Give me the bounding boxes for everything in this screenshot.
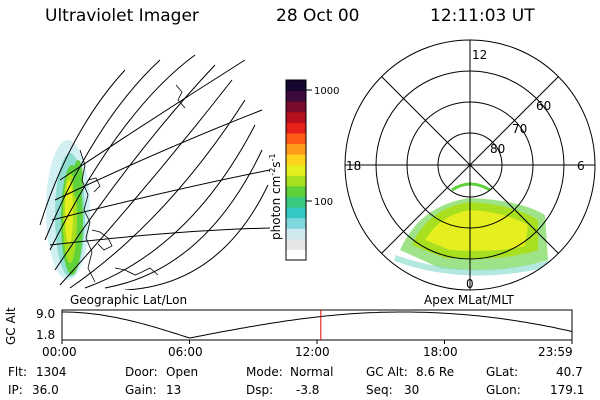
colorbar-band (286, 207, 306, 219)
altitude-ytick-low: 1.8 (36, 328, 56, 342)
flt-label: Flt: (8, 365, 27, 379)
mlt-label-0: 0 (466, 277, 474, 291)
gcalt-label: GC Alt: (366, 365, 408, 379)
colorbar-band (286, 122, 306, 134)
glat-value: 40.7 (556, 365, 583, 379)
altitude-ytick-high: 9.0 (36, 307, 56, 321)
colorbar-band (286, 154, 306, 166)
gain-label: Gain: (125, 383, 157, 397)
mlat-label-60: 60 (536, 99, 551, 113)
altitude-plot-frame (61, 309, 573, 341)
svg-text:photon cm-2s-1: photon cm-2s-1 (268, 153, 283, 240)
colorbar-label: photon cm-2s-1 (268, 153, 283, 240)
mlat-label-70: 70 (512, 122, 527, 136)
polar-grid (344, 39, 596, 291)
colorbar-gradient (286, 80, 306, 261)
colorbar-band (286, 90, 306, 102)
glon-value: 179.1 (550, 383, 585, 397)
colorbar-band (286, 238, 306, 250)
ip-value: 36.0 (32, 383, 59, 397)
time-label: 12:11:03 UT (430, 6, 535, 26)
glon-label: GLon: (486, 383, 521, 397)
altitude-xticks (61, 340, 573, 344)
colorbar-band (286, 111, 306, 123)
colorbar-band (286, 164, 306, 176)
mlat-label-80: 80 (490, 142, 505, 156)
colorbar-band (286, 228, 306, 240)
colorbar-band (286, 143, 306, 155)
colorbar-band (286, 185, 306, 197)
flt-value: 1304 (36, 365, 67, 379)
ip-label: IP: (8, 383, 23, 397)
xtick-0000: 00:00 (42, 345, 77, 359)
seq-value: 30 (404, 383, 420, 397)
mlt-label-12: 12 (472, 48, 487, 62)
glat-label: GLat: (486, 365, 519, 379)
colorbar-band (286, 132, 306, 145)
colorbar-band (286, 101, 306, 113)
xtick-2359: 23:59 (538, 345, 573, 359)
dsp-label: Dsp: (246, 383, 274, 397)
polar-panel-label: Apex MLat/MLT (424, 293, 514, 307)
colorbar-band (286, 196, 306, 208)
geo-panel-label: Geographic Lat/Lon (70, 293, 188, 307)
coastline (79, 84, 186, 283)
geo-grid (39, 54, 270, 290)
gain-value: 13 (166, 383, 182, 397)
colorbar-tick-low: 100 (314, 197, 333, 208)
seq-label: Seq: (366, 383, 393, 397)
date-label: 28 Oct 00 (276, 6, 360, 26)
xtick-1800: 18:00 (423, 345, 458, 359)
door-value: Open (166, 365, 199, 379)
altitude-curve (62, 311, 573, 339)
dsp-value: -3.8 (296, 383, 320, 397)
mlt-label-6: 6 (577, 159, 585, 173)
mode-value: Normal (290, 365, 334, 379)
xtick-0600: 06:00 (168, 345, 203, 359)
instrument-title: Ultraviolet Imager (45, 6, 199, 26)
colorbar-tick-high: 1000 (314, 86, 339, 97)
colorbar-band (286, 249, 306, 261)
mode-label: Mode: (246, 365, 283, 379)
colorbar-band (286, 217, 306, 229)
colorbar-band (286, 175, 306, 187)
gcalt-value: 8.6 Re (416, 365, 455, 379)
xtick-1200: 12:00 (295, 345, 330, 359)
colorbar-band (286, 80, 306, 92)
mlt-label-18: 18 (346, 159, 361, 173)
altitude-ylabel: GC Alt (4, 307, 18, 345)
door-label: Door: (125, 365, 158, 379)
